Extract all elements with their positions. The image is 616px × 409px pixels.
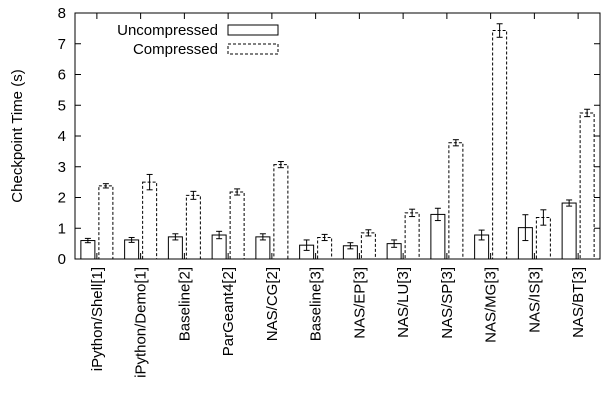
bar-uncompressed	[430, 213, 446, 260]
y-tick-label: 5	[58, 97, 66, 114]
y-axis-label: Checkpoint Time (s)	[9, 69, 26, 202]
legend-swatch-compressed	[227, 43, 279, 55]
bar-compressed	[360, 232, 376, 260]
error-bar-uncompressed	[259, 233, 266, 241]
error-bar-compressed	[277, 161, 284, 169]
error-bar-uncompressed	[522, 214, 529, 242]
x-tick-label: NAS/LU[3]	[395, 267, 412, 338]
x-tick-label: NAS/CG[2]	[264, 267, 281, 341]
y-tick-label: 0	[58, 251, 66, 268]
bar-compressed	[229, 191, 245, 260]
x-tick-label: NAS/BT[3]	[570, 267, 587, 338]
error-bar-uncompressed	[347, 242, 354, 250]
x-tick-label: NAS/EP[3]	[351, 267, 368, 339]
y-tick-label: 4	[58, 128, 66, 145]
bar-compressed	[448, 142, 464, 260]
legend-label-compressed: Compressed	[133, 41, 218, 58]
bar-compressed	[404, 212, 420, 260]
error-bar-compressed	[584, 108, 591, 118]
y-tick-label: 7	[58, 36, 66, 53]
y-tick-label: 8	[58, 5, 66, 22]
error-bar-uncompressed	[391, 239, 398, 248]
x-tick-label: NAS/IS[3]	[526, 267, 543, 333]
error-bar-uncompressed	[566, 199, 573, 207]
error-bar-compressed	[540, 209, 547, 226]
y-tick-label: 1	[58, 220, 66, 237]
y-tick-label: 3	[58, 159, 66, 176]
error-bar-uncompressed	[172, 233, 179, 241]
error-bar-uncompressed	[128, 236, 135, 243]
legend-swatch-uncompressed	[227, 24, 279, 36]
x-tick-label: ParGeant4[2]	[220, 267, 237, 356]
error-bar-compressed	[321, 233, 328, 242]
bar-compressed	[492, 30, 508, 260]
x-axis-ticks: iPython/Shell[1] iPython/Demo[1] Baseline[…	[89, 13, 587, 378]
error-bar-compressed	[190, 190, 197, 200]
error-bar-compressed	[146, 173, 153, 191]
bar-compressed	[142, 181, 158, 260]
bar-uncompressed	[80, 240, 96, 260]
legend: Uncompressed Compressed	[117, 22, 279, 58]
bar-compressed	[98, 185, 114, 260]
error-bar-uncompressed	[434, 207, 441, 222]
bar-uncompressed	[561, 202, 577, 260]
error-bar-compressed	[409, 208, 416, 218]
x-tick-label: iPython/Shell[1]	[89, 267, 106, 371]
y-tick-label: 2	[58, 190, 66, 207]
error-bar-compressed	[102, 183, 109, 189]
error-bar-compressed	[365, 229, 372, 237]
error-bar-compressed	[452, 139, 459, 147]
x-tick-label: Baseline[3]	[308, 267, 325, 341]
bar-compressed	[185, 194, 201, 260]
error-bar-uncompressed	[303, 239, 310, 251]
bar-compressed	[273, 164, 289, 260]
x-tick-label: Baseline[2]	[176, 267, 193, 341]
bars	[80, 23, 595, 260]
x-tick-label: iPython/Demo[1]	[133, 267, 150, 378]
error-bar-compressed	[496, 23, 503, 38]
error-bar-uncompressed	[478, 229, 485, 241]
y-axis-ticks: 0 1 2 3 4 5 6 7 8	[58, 5, 600, 268]
error-bar-uncompressed	[84, 237, 91, 244]
bar-compressed	[579, 112, 595, 260]
y-tick-label: 6	[58, 67, 66, 84]
error-bar-uncompressed	[216, 230, 223, 240]
x-tick-label: NAS/MG[3]	[483, 267, 500, 343]
error-bar-compressed	[234, 188, 241, 196]
legend-label-uncompressed: Uncompressed	[117, 22, 218, 39]
x-tick-label: NAS/SP[3]	[439, 267, 456, 339]
